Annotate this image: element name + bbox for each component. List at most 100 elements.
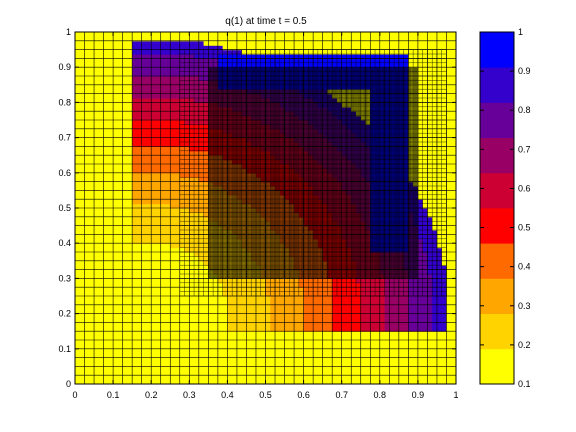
- field-cell: [155, 230, 162, 235]
- field-cell: [241, 194, 248, 200]
- field-cell: [136, 331, 143, 337]
- field-cell: [122, 309, 128, 315]
- field-cell: [308, 234, 314, 240]
- field-cell: [184, 344, 190, 350]
- field-cell: [117, 194, 124, 200]
- field-cell: [246, 76, 252, 81]
- field-cell: [251, 203, 257, 209]
- field-cell: [194, 194, 200, 200]
- field-cell: [317, 203, 324, 209]
- field-cell: [327, 133, 333, 139]
- field-cell: [298, 150, 305, 156]
- field-cell: [132, 282, 138, 288]
- field-cell: [122, 203, 128, 209]
- field-cell: [365, 159, 371, 165]
- field-cell: [275, 252, 281, 257]
- field-cell: [165, 379, 171, 384]
- field-cell: [136, 150, 143, 156]
- field-cell: [208, 309, 214, 315]
- field-cell: [132, 120, 138, 125]
- field-cell: [246, 313, 252, 319]
- field-cell: [336, 45, 343, 51]
- field-cell: [222, 221, 228, 227]
- field-cell: [232, 331, 238, 337]
- field-cell: [351, 260, 357, 266]
- field-cell: [117, 159, 124, 165]
- field-cell: [165, 120, 171, 125]
- field-cell: [308, 331, 314, 337]
- field-cell: [217, 340, 224, 345]
- field-cell: [94, 115, 100, 121]
- field-cell: [346, 313, 352, 319]
- field-cell: [213, 177, 219, 183]
- field-cell: [151, 93, 157, 99]
- field-cell: [170, 287, 176, 293]
- field-cell: [260, 190, 267, 196]
- field-cell: [84, 212, 90, 218]
- field-cell: [336, 190, 343, 196]
- field-cell: [317, 84, 324, 90]
- field-cell: [113, 45, 119, 51]
- field-cell: [313, 366, 319, 372]
- field-cell: [94, 230, 100, 235]
- field-cell: [203, 309, 209, 315]
- field-cell: [355, 32, 362, 37]
- field-cell: [341, 357, 348, 363]
- field-cell: [236, 234, 243, 240]
- field-cell: [341, 32, 348, 37]
- field-cell: [117, 115, 124, 121]
- field-cell: [332, 106, 338, 112]
- field-cell: [170, 142, 176, 147]
- field-cell: [146, 67, 152, 73]
- field-cell: [327, 287, 333, 293]
- field-cell: [317, 150, 324, 156]
- field-cell: [317, 238, 324, 244]
- field-cell: [313, 243, 319, 249]
- field-cell: [94, 62, 100, 68]
- field-cell: [227, 137, 233, 143]
- field-cell: [108, 111, 114, 117]
- field-cell: [127, 80, 133, 86]
- field-cell: [246, 243, 252, 249]
- field-cell: [179, 133, 186, 139]
- field-cell: [365, 133, 371, 139]
- field-cell: [160, 318, 167, 323]
- field-cell: [79, 98, 86, 103]
- field-cell: [179, 221, 186, 227]
- field-cell: [241, 366, 248, 372]
- field-cell: [370, 353, 376, 359]
- field-cell: [79, 120, 86, 125]
- field-cell: [255, 291, 262, 297]
- field-cell: [279, 120, 286, 125]
- field-cell: [146, 133, 152, 139]
- field-cell: [303, 322, 309, 328]
- field-cell: [132, 98, 138, 103]
- field-cell: [165, 199, 171, 205]
- field-cell: [308, 335, 314, 341]
- field-cell: [327, 76, 333, 81]
- field-cell: [103, 366, 109, 372]
- field-cell: [313, 357, 319, 363]
- field-cell: [203, 348, 209, 354]
- field-cell: [289, 76, 295, 81]
- field-cell: [313, 133, 319, 139]
- field-cell: [213, 199, 219, 205]
- field-cell: [213, 54, 219, 59]
- field-cell: [127, 252, 133, 257]
- field-cell: [217, 322, 224, 328]
- field-cell: [317, 40, 324, 46]
- field-cell: [127, 203, 133, 209]
- field-cell: [317, 71, 324, 77]
- field-cell: [203, 243, 209, 249]
- field-cell: [289, 216, 295, 222]
- field-cell: [294, 115, 300, 121]
- field-cell: [332, 357, 338, 363]
- field-cell: [194, 344, 200, 350]
- field-cell: [255, 115, 262, 121]
- field-cell: [251, 340, 257, 345]
- field-cell: [170, 300, 176, 306]
- field-cell: [351, 150, 357, 156]
- field-cell: [279, 274, 286, 279]
- field-cell: [332, 71, 338, 77]
- field-cell: [84, 375, 90, 381]
